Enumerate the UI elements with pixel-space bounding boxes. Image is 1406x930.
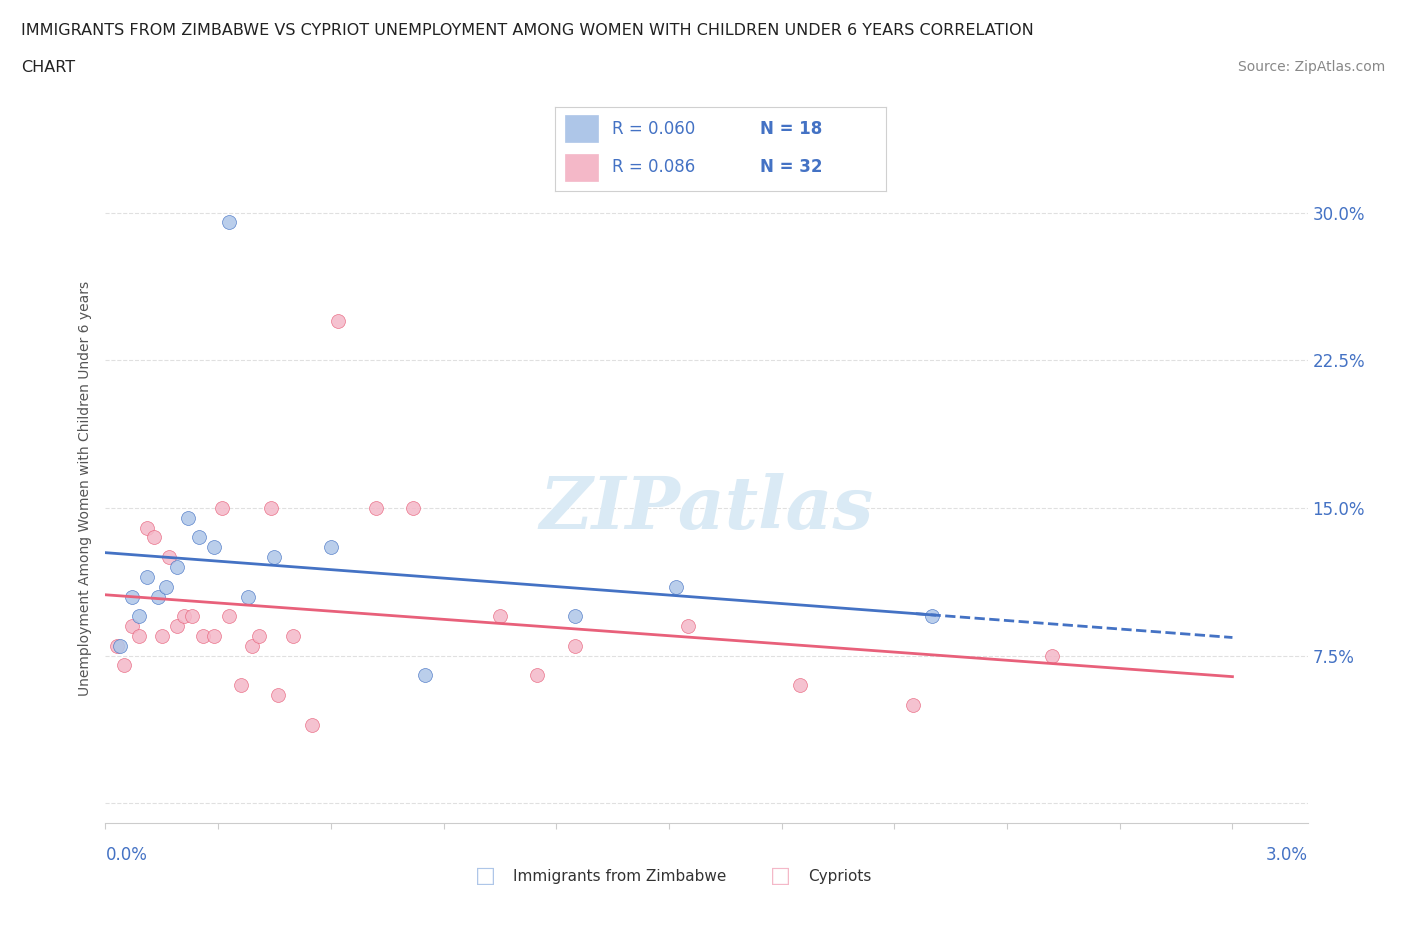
Text: Cypriots: Cypriots [808,869,872,883]
Text: Source: ZipAtlas.com: Source: ZipAtlas.com [1237,60,1385,74]
Point [283,629,305,644]
Text: IMMIGRANTS FROM ZIMBABWE VS CYPRIOT UNEMPLOYMENT AMONG WOMEN WITH CHILDREN UNDER: IMMIGRANTS FROM ZIMBABWE VS CYPRIOT UNEM… [21,23,1033,38]
Point [135,569,157,584]
Point [218,215,240,230]
Point [150,629,173,644]
Text: 0.0%: 0.0% [105,846,148,864]
Point [143,530,166,545]
Text: 3.0%: 3.0% [1265,846,1308,864]
Text: □: □ [475,866,495,886]
Point [202,540,225,555]
Point [901,698,924,712]
Point [155,579,177,594]
Point [267,687,290,702]
Point [1040,648,1063,663]
Point [301,717,323,732]
Point [364,500,387,515]
Point [260,500,283,515]
Point [191,629,214,644]
Point [789,678,811,693]
Text: R = 0.086: R = 0.086 [612,158,695,176]
Point [665,579,688,594]
Point [177,511,200,525]
Text: Immigrants from Zimbabwe: Immigrants from Zimbabwe [513,869,727,883]
Point [229,678,252,693]
Text: CHART: CHART [21,60,75,75]
Point [166,560,188,575]
Bar [565,153,599,180]
Point [526,668,548,683]
Point [128,609,150,624]
Point [240,638,263,653]
Point [402,500,425,515]
Text: R = 0.060: R = 0.060 [612,120,695,138]
Point [249,629,271,644]
Point [328,313,350,328]
Bar [565,115,599,142]
Point [676,618,699,633]
Point [121,589,143,604]
Point [218,609,240,624]
Text: N = 18: N = 18 [761,120,823,138]
Point [564,638,586,653]
Point [166,618,188,633]
Point [180,609,202,624]
Point [121,618,143,633]
Point [489,609,512,624]
Point [105,638,128,653]
Point [146,589,169,604]
Point [319,540,342,555]
Y-axis label: Unemployment Among Women with Children Under 6 years: Unemployment Among Women with Children U… [79,281,93,696]
Point [128,629,150,644]
Text: ZIPatlas: ZIPatlas [540,472,873,544]
Point [112,658,135,673]
Point [413,668,436,683]
Text: N = 32: N = 32 [761,158,823,176]
Point [921,609,943,624]
Point [564,609,586,624]
Point [202,629,225,644]
Text: □: □ [770,866,790,886]
Point [157,550,180,565]
Point [211,500,233,515]
Point [188,530,211,545]
Point [110,638,132,653]
Point [135,520,157,535]
Point [173,609,195,624]
Point [263,550,285,565]
Point [238,589,260,604]
